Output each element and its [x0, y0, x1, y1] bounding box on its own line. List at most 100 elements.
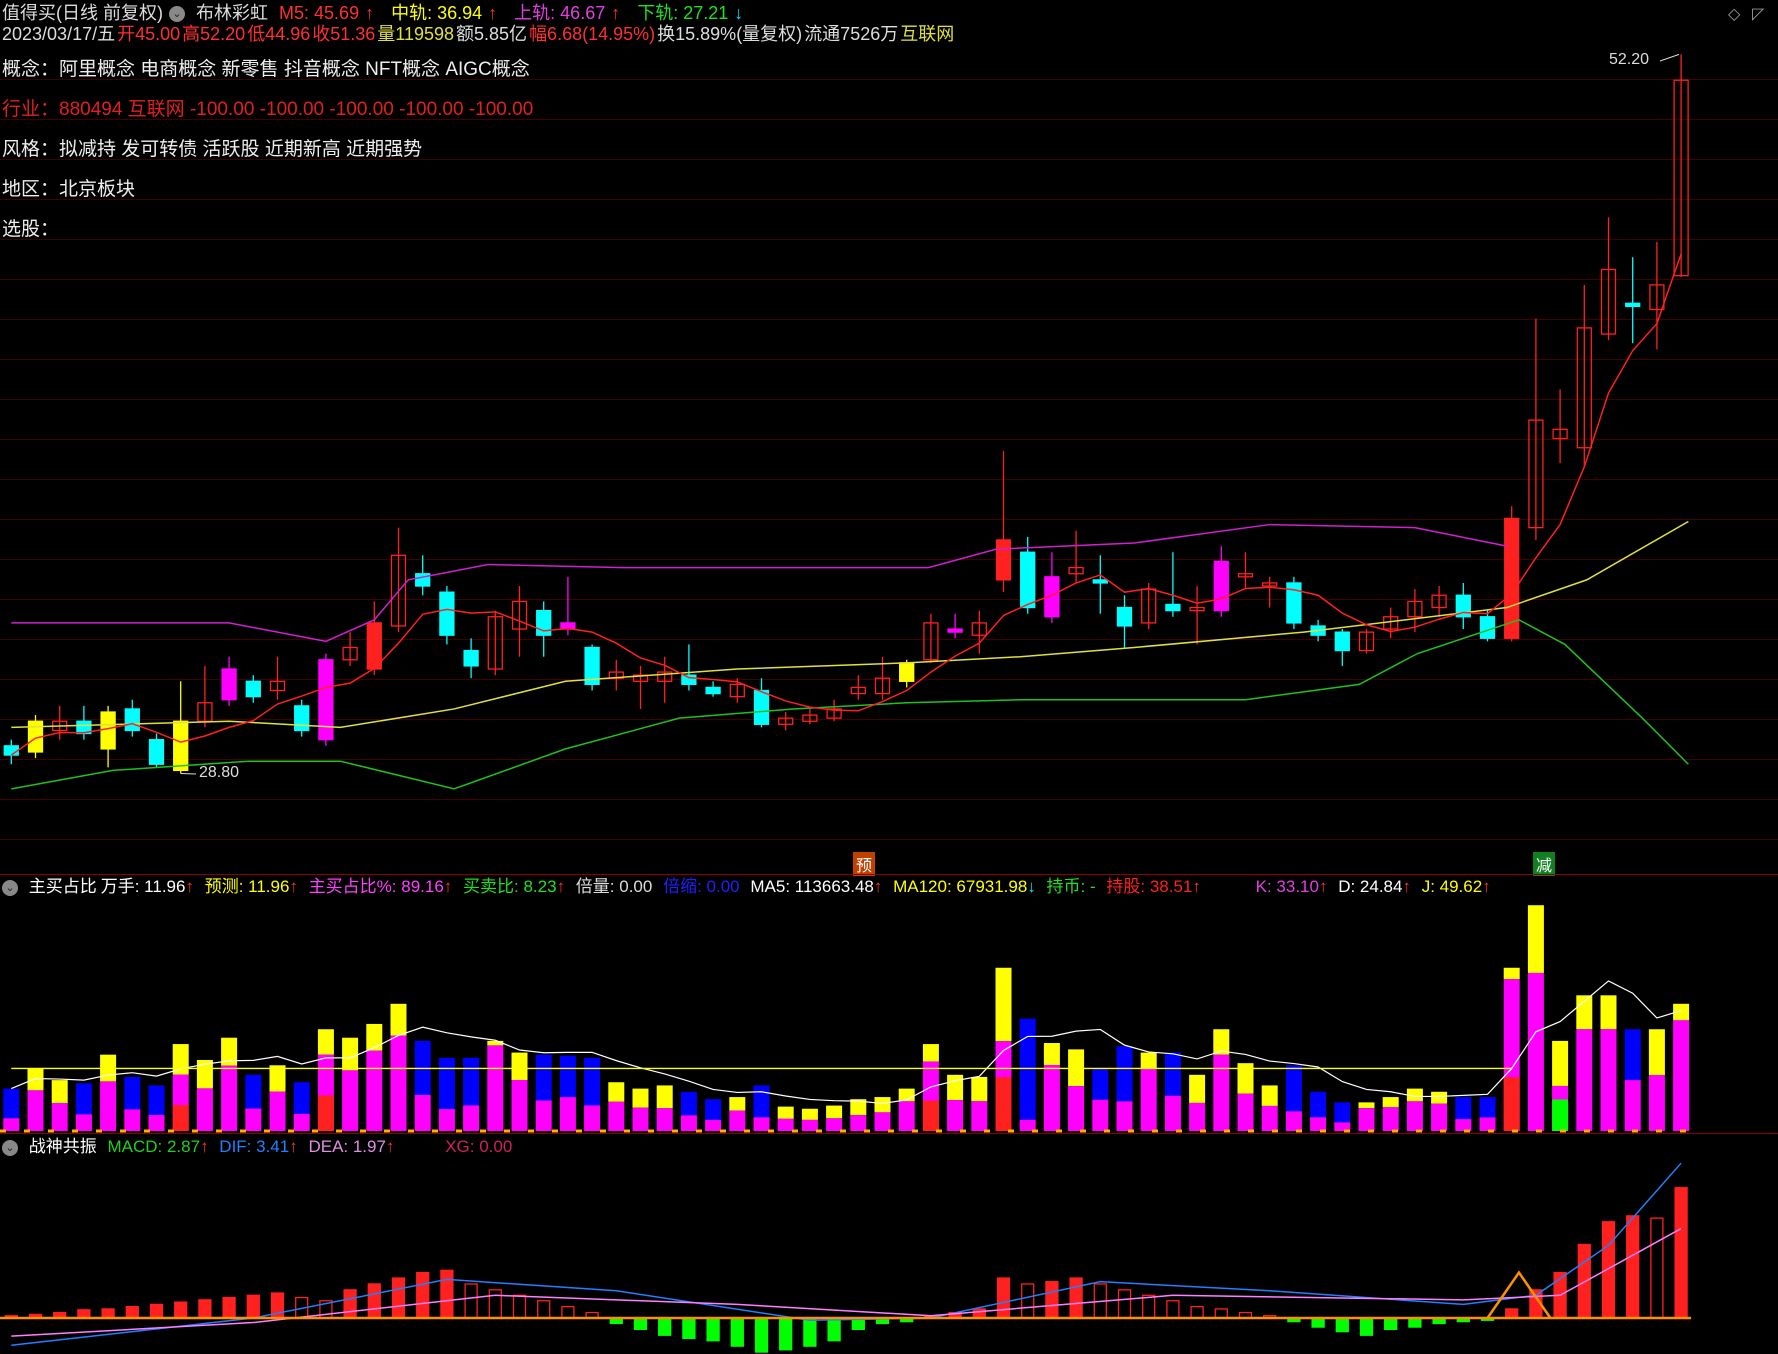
candle-body: [632, 674, 649, 682]
volume-bar-buy: [366, 1050, 383, 1131]
volume-bar-top: [1334, 1102, 1351, 1123]
candle-body: [753, 689, 770, 725]
volume-bar-buy: [293, 1113, 310, 1131]
candle-body: [899, 662, 915, 682]
macd-bar: [174, 1301, 188, 1319]
macd-bar: [464, 1283, 478, 1319]
volume-bar-top: [1648, 1029, 1665, 1076]
volume-bar-buy: [269, 1091, 286, 1131]
pick-info: 选股：: [2, 219, 60, 240]
arrow-up-icon: ↑: [1482, 877, 1491, 896]
indicator-name[interactable]: 布林彩虹: [196, 3, 269, 23]
candle-body: [511, 600, 528, 630]
macd-bar: [101, 1308, 115, 1319]
macd-bar: [561, 1305, 575, 1319]
stock-title[interactable]: 值得买(日线 前复权): [2, 3, 163, 23]
candle-body: [681, 674, 697, 686]
hold-coin-value: 持币: -: [1046, 877, 1096, 896]
dif-line: [11, 1162, 1682, 1346]
upper-value: 上轨: 46.67 ↑: [514, 3, 626, 23]
candle-body: [1286, 582, 1302, 624]
volume-header: ⌄ 主买占比 万手: 11.96↑ 预测: 11.96↑ 主买占比%: 89.16…: [2, 877, 1497, 897]
macd-bar: [972, 1308, 986, 1319]
candle-body: [76, 720, 92, 735]
macd-bar: [537, 1300, 551, 1319]
volume-bar-buy: [632, 1107, 649, 1131]
volume-bar-buy: [801, 1119, 818, 1131]
expand-icon[interactable]: ◸: [1752, 6, 1765, 23]
volume-bar-top: [1479, 1097, 1496, 1118]
candle-body: [318, 659, 334, 741]
macd-bar: [367, 1283, 381, 1319]
volume-bar-buy: [1310, 1117, 1327, 1131]
candle-body: [1213, 560, 1229, 612]
macd-bar: [246, 1294, 260, 1319]
arrow-up-icon: ↑: [488, 3, 498, 23]
macd-bar: [149, 1303, 164, 1319]
volume-bar-buy: [850, 1115, 867, 1131]
candle-body: [294, 705, 310, 732]
volume-bar-top: [390, 1003, 407, 1036]
candle-body: [342, 646, 358, 661]
candle-body: [995, 539, 1012, 581]
volume-bar-low: [1503, 1077, 1520, 1131]
candle-body: [1068, 566, 1084, 575]
dropdown-icon[interactable]: ⌄: [169, 6, 185, 23]
volume-bar-top: [1189, 1074, 1206, 1103]
price-chart[interactable]: [0, 0, 1778, 874]
volume-bar-top: [922, 1044, 939, 1062]
dropdown-icon[interactable]: ⌄: [2, 1139, 18, 1156]
candle-body: [874, 677, 891, 695]
volume-bar-top: [1068, 1049, 1085, 1087]
candle-body: [923, 622, 939, 661]
dropdown-icon[interactable]: ⌄: [2, 879, 18, 896]
volume-bar-top: [1576, 995, 1593, 1030]
volume-bar-top: [1600, 995, 1617, 1030]
sector-link[interactable]: 互联网: [900, 24, 955, 44]
candle-body: [826, 708, 842, 719]
volume-bar-buy: [1285, 1111, 1302, 1131]
high-pointer: [1659, 53, 1680, 62]
marker-yu: 预: [853, 852, 876, 876]
volume-bar-buy: [947, 1100, 964, 1131]
volume-bar-top: [1019, 1018, 1036, 1120]
macd-value: MACD: 2.87: [107, 1137, 201, 1156]
candle-body: [245, 680, 261, 698]
candle-body: [1431, 594, 1447, 609]
beisuo-value: 倍缩: 0.00: [663, 877, 740, 896]
macd-chart[interactable]: [0, 1133, 1778, 1354]
macd-header: ⌄ 战神共振 MACD: 2.87↑ DIF: 3.41↑ DEA: 1.97↑…: [2, 1137, 518, 1157]
indicator-name[interactable]: 战神共振: [28, 1137, 97, 1156]
candle-body: [971, 622, 987, 636]
upper-text: 上轨: 46.67: [514, 3, 606, 23]
volume-bar-buy: [1261, 1105, 1278, 1131]
volume-bar-top: [947, 1074, 964, 1101]
macd-bar: [1359, 1317, 1374, 1336]
candle-body: [269, 680, 286, 692]
volume-chart[interactable]: [0, 874, 1778, 1133]
macd-bar: [1166, 1300, 1180, 1319]
volume-bar-buy: [342, 1070, 359, 1131]
candle-body: [1407, 600, 1423, 618]
candle-body: [657, 671, 673, 682]
volume-bar-buy: [75, 1114, 92, 1131]
macd-bar: [658, 1317, 672, 1336]
beiliang-value: 倍量: 0.00: [575, 877, 653, 896]
indicator-name[interactable]: 主买占比: [28, 877, 97, 896]
macd-bar: [1311, 1317, 1325, 1328]
macd-bar: [198, 1299, 212, 1319]
candle-body: [1189, 606, 1205, 612]
volume: 量119598: [377, 24, 455, 44]
volume-bar-buy: [1068, 1086, 1085, 1131]
macd-bar: [730, 1317, 744, 1347]
macd-bar: [488, 1289, 502, 1319]
candle-body: [3, 745, 19, 756]
volume-bar-buy: [1237, 1093, 1254, 1131]
high-price-label: 52.20: [1609, 51, 1650, 68]
volume-bar-top: [148, 1085, 165, 1116]
volume-bar-top: [75, 1083, 92, 1115]
diamond-icon[interactable]: ◇: [1728, 6, 1741, 23]
candle-body: [729, 683, 745, 698]
volume-bar-top: [1431, 1091, 1448, 1104]
arrow-up-icon: ↑: [289, 877, 298, 896]
